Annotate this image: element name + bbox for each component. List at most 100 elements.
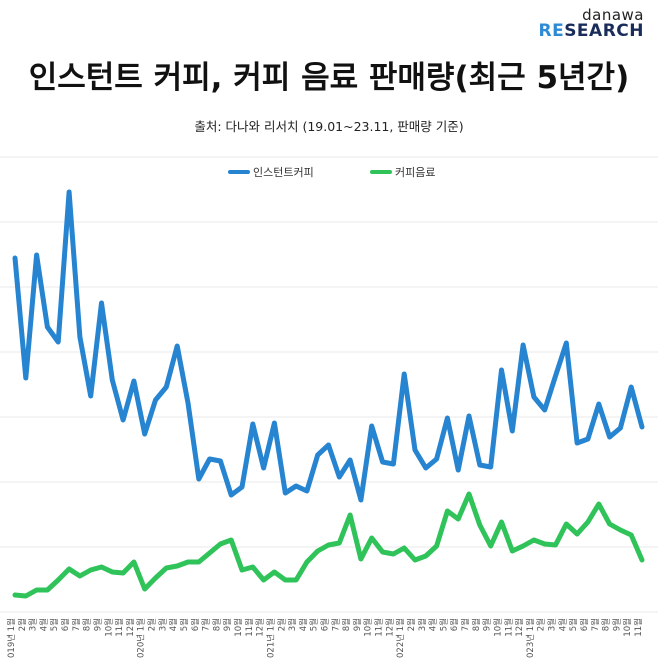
- data-point: [35, 253, 39, 257]
- data-point: [132, 379, 136, 383]
- data-point: [456, 517, 460, 521]
- data-point: [240, 568, 244, 572]
- brand-logo: danawa RESEARCH: [538, 8, 644, 40]
- data-point: [78, 335, 82, 339]
- x-tick-label: 5월: [568, 618, 579, 631]
- x-tick-label: 7월: [460, 618, 471, 631]
- data-point: [100, 301, 103, 305]
- data-point: [305, 489, 309, 493]
- data-point: [586, 520, 590, 524]
- x-tick-label: 4월: [428, 618, 439, 631]
- series-points-drink: [13, 492, 644, 598]
- data-point: [272, 570, 276, 574]
- x-tick-label: 8월: [471, 618, 482, 631]
- x-tick-label: 2월: [17, 618, 28, 631]
- x-tick-label: 3월: [417, 618, 428, 631]
- data-point: [456, 468, 460, 472]
- data-point: [532, 395, 536, 399]
- x-tick-label: 4월: [298, 618, 309, 631]
- x-tick-label: 4월: [557, 618, 568, 631]
- data-point: [640, 425, 644, 429]
- x-tick-label: 8월: [341, 618, 352, 631]
- x-tick-label: 9월: [611, 618, 622, 631]
- legend-item-instant: 인스턴트커피: [228, 164, 314, 180]
- x-tick-label: 3월: [547, 618, 558, 631]
- data-point: [391, 462, 395, 466]
- data-point: [532, 538, 536, 542]
- data-point: [510, 549, 514, 553]
- data-point: [229, 493, 233, 497]
- data-point: [467, 492, 471, 496]
- x-tick-label: 10월: [493, 618, 504, 637]
- data-point: [597, 502, 601, 506]
- data-point: [251, 565, 255, 569]
- data-point: [554, 374, 557, 378]
- data-point: [500, 368, 503, 372]
- data-point: [110, 378, 114, 382]
- data-point: [575, 441, 579, 445]
- x-tick-label: 2023년 1월: [525, 618, 536, 658]
- data-point: [629, 533, 633, 537]
- x-tick-label: 2월: [147, 618, 158, 631]
- x-tick-label: 6월: [579, 618, 590, 631]
- data-point: [143, 432, 147, 436]
- data-point: [294, 578, 298, 582]
- x-tick-label: 4월: [168, 618, 179, 631]
- x-tick-label: 7월: [590, 618, 601, 631]
- brand-logo-top: danawa: [582, 6, 644, 24]
- data-point: [402, 372, 406, 376]
- x-tick-label: 2020년 1월: [136, 618, 147, 658]
- series-line-instant: [12, 189, 645, 503]
- data-point: [218, 542, 222, 546]
- data-point: [478, 523, 482, 527]
- data-point: [272, 421, 276, 425]
- data-point: [337, 541, 341, 545]
- data-point: [413, 448, 417, 452]
- x-tick-label: 6월: [320, 618, 331, 631]
- data-point: [348, 458, 352, 462]
- data-point: [327, 543, 330, 547]
- data-point: [370, 536, 374, 540]
- data-point: [327, 443, 330, 447]
- data-point: [510, 429, 514, 433]
- x-tick-label: 9월: [93, 618, 104, 631]
- data-point: [13, 256, 17, 260]
- data-point: [316, 453, 320, 457]
- x-tick-label: 2월: [276, 618, 287, 631]
- data-point: [424, 466, 428, 470]
- data-point: [370, 424, 374, 428]
- data-point: [13, 593, 17, 597]
- data-point: [521, 544, 525, 548]
- data-point: [56, 340, 60, 344]
- x-tick-label: 10월: [622, 618, 633, 637]
- data-point: [197, 477, 201, 481]
- x-tick-label: 9월: [482, 618, 493, 631]
- data-point: [316, 549, 320, 553]
- x-tick-label: 2월: [536, 618, 547, 631]
- data-point: [586, 437, 590, 441]
- brand-logo-bottom: RESEARCH: [538, 23, 644, 40]
- legend-label-instant: 인스턴트커피: [253, 166, 314, 179]
- data-point: [575, 532, 579, 536]
- data-point: [521, 343, 525, 347]
- data-point: [67, 190, 71, 194]
- data-point: [24, 594, 28, 598]
- x-tick-label: 8월: [82, 618, 93, 631]
- x-tick-label: 8월: [601, 618, 612, 631]
- data-point: [100, 565, 103, 569]
- data-point: [35, 588, 39, 592]
- data-point: [197, 560, 201, 564]
- data-point: [554, 543, 557, 547]
- data-point: [629, 385, 633, 389]
- x-tick-label: 5월: [179, 618, 190, 631]
- x-tick-label: 7월: [71, 618, 82, 631]
- data-point: [467, 414, 471, 418]
- data-point: [56, 578, 60, 582]
- x-tick-label: 9월: [222, 618, 233, 631]
- data-point: [154, 576, 157, 580]
- data-point: [164, 385, 168, 389]
- x-tick-label: 6월: [190, 618, 201, 631]
- data-point: [402, 546, 406, 550]
- x-tick-label: 11월: [374, 618, 385, 637]
